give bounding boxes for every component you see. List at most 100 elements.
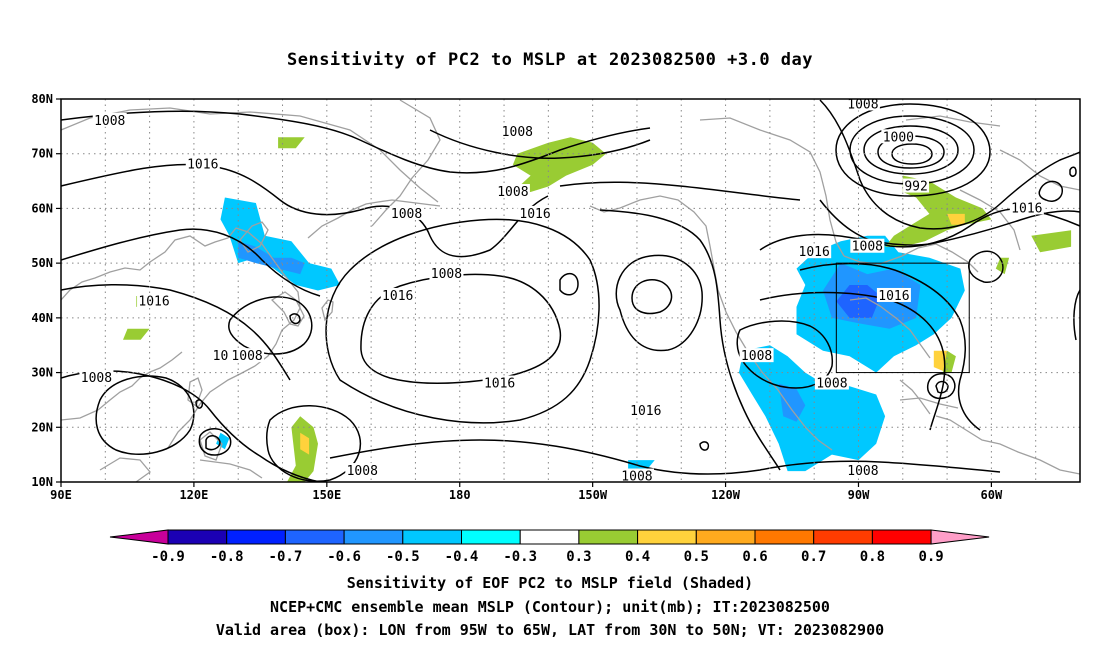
- shaded-region-18: [123, 328, 150, 340]
- contour-label-10: 10: [213, 349, 229, 364]
- colorbar-swatch-11: [754, 529, 815, 545]
- colorbar-label-13: 0.9: [918, 549, 943, 565]
- contour-label-bg-11: [79, 370, 114, 385]
- valid-area-box: [835, 262, 970, 374]
- contour-label-bg-19: [797, 244, 832, 259]
- lat-tick-70: 70N: [31, 147, 53, 161]
- lon-tick-180: 180: [449, 488, 471, 502]
- shaded-region-20: [278, 137, 305, 149]
- lon-tick-240: 120W: [711, 488, 741, 502]
- contour-label-bg-14: [345, 463, 380, 478]
- contour-label-bg-2: [389, 205, 424, 220]
- caption-valid-area: Valid area (box): LON from 95W to 65W, L…: [215, 621, 885, 639]
- lat-tick-10: 10N: [31, 475, 53, 489]
- contour-label-14: 1008: [347, 464, 378, 479]
- colorbar-swatch-5: [402, 529, 462, 545]
- colorbar-swatch-8: [578, 529, 639, 545]
- contour-label-4: 1008: [497, 185, 528, 200]
- lon-tick-120: 120E: [179, 488, 208, 502]
- contour-label-bg-24: [814, 375, 849, 390]
- contour-label-24: 1008: [816, 377, 847, 392]
- colorbar-low-arrow: [109, 529, 169, 545]
- colorbar-label-5: -0.4: [445, 549, 479, 565]
- lat-tick-20: 20N: [31, 420, 53, 434]
- colorbar-swatch-9: [637, 529, 697, 545]
- colorbar-swatch-4: [343, 529, 404, 545]
- colorbar-label-1: -0.8: [210, 549, 244, 565]
- contour-label-3: 1008: [502, 125, 533, 140]
- lon-tick-270: 90W: [848, 488, 870, 502]
- lon-tick-300: 60W: [981, 488, 1003, 502]
- contour-label-bg-1: [185, 156, 220, 171]
- contour-label-bg-17: [881, 129, 916, 144]
- contour-label-bg-15: [619, 468, 654, 482]
- lon-tick-90: 90E: [50, 488, 72, 502]
- contour-label-bg-5: [518, 205, 553, 220]
- lat-tick-40: 40N: [31, 311, 53, 325]
- coastlines: [61, 99, 1080, 482]
- shaded-region-11: [947, 213, 965, 225]
- colorbar-label-11: 0.7: [801, 549, 826, 565]
- colorbar-label-6: -0.3: [503, 549, 537, 565]
- shaded-region-5: [738, 345, 886, 472]
- contour-label-17: 1000: [883, 130, 914, 145]
- shaded-region-10: [885, 175, 992, 247]
- contour-label-bg-0: [92, 112, 127, 127]
- contour-label-0: 1008: [94, 114, 125, 129]
- colorbar-swatch-2: [226, 529, 286, 545]
- contour-labels: 1008 1016 1008 1008 1008 1016 1008 1016 1016 1008…: [79, 97, 1044, 485]
- colorbar-swatch-7: [519, 529, 580, 545]
- shaded-region-0: [220, 197, 341, 291]
- contour-label-21: 1016: [1011, 201, 1042, 216]
- contour-label-bg-25: [845, 463, 880, 478]
- contour-label-bg-6: [429, 266, 464, 281]
- shaded-region-6: [778, 383, 806, 422]
- contour-label-bg-20: [850, 238, 885, 253]
- contour-label-bg-9: [230, 348, 265, 363]
- shaded-region-12: [1031, 230, 1072, 253]
- colorbar-label-8: 0.4: [625, 549, 650, 565]
- contour-label-1: 1016: [187, 158, 218, 173]
- lat-tick-30: 30N: [31, 366, 53, 380]
- contour-label-bg-8: [380, 287, 415, 302]
- shaded-region-9: [512, 137, 606, 192]
- contour-label-bg-16: [845, 99, 880, 111]
- colorbar-swatch-3: [284, 529, 345, 545]
- contour-label-16: 1008: [847, 97, 878, 112]
- colorbar-swatch-13: [871, 529, 932, 545]
- colorbar-label-3: -0.6: [327, 549, 361, 565]
- contour-label-2: 1008: [391, 207, 422, 222]
- contour-label-20: 1008: [852, 240, 883, 255]
- contour-label-12: 1016: [484, 377, 515, 392]
- contour-label-6: 1008: [431, 267, 462, 282]
- map-frame: [60, 98, 1081, 483]
- contour-label-19: 1016: [799, 245, 830, 260]
- graticule: [61, 99, 1080, 482]
- colorbar-swatch-6: [461, 529, 521, 545]
- colorbar-label-4: -0.5: [386, 549, 420, 565]
- contour-label-22: 1016: [878, 289, 909, 304]
- colorbar-label-0: -0.9: [151, 549, 185, 565]
- contour-label-5: 1016: [519, 207, 550, 222]
- caption-shading: Sensitivity of EOF PC2 to MSLP field (Sh…: [346, 574, 754, 592]
- shaded-region-15: [300, 432, 310, 455]
- caption-contour: NCEP+CMC ensemble mean MSLP (Contour); u…: [270, 598, 830, 616]
- lat-tick-50: 50N: [31, 256, 53, 270]
- contour-label-9: 1008: [231, 349, 262, 364]
- contour-label-8: 1016: [382, 289, 413, 304]
- contour-label-11: 1008: [81, 371, 112, 386]
- colorbar-swatch-1: [167, 529, 228, 545]
- colorbar-swatch-10: [695, 529, 756, 545]
- contour-label-bg-3: [500, 123, 535, 138]
- contour-label-13: 1016: [630, 404, 661, 419]
- colorbar-swatch-12: [813, 529, 873, 545]
- contour-label-25: 1008: [847, 464, 878, 479]
- shaded-region-17: [942, 350, 956, 373]
- colorbar-label-9: 0.5: [684, 549, 709, 565]
- contour-label-bg-23: [739, 348, 774, 363]
- contour-label-15: 1008: [621, 470, 652, 485]
- colorbar-label-12: 0.8: [860, 549, 885, 565]
